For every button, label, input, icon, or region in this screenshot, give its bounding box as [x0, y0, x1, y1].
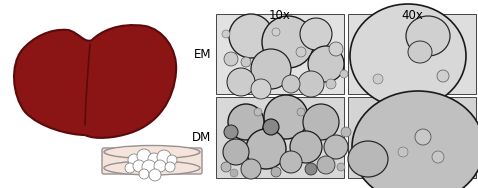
Circle shape	[142, 160, 156, 174]
Ellipse shape	[406, 16, 450, 56]
Circle shape	[128, 154, 140, 166]
Ellipse shape	[341, 127, 351, 137]
Ellipse shape	[317, 156, 335, 174]
Circle shape	[137, 149, 151, 163]
Text: 40x: 40x	[401, 9, 423, 22]
Ellipse shape	[305, 163, 317, 175]
FancyBboxPatch shape	[102, 148, 202, 174]
Ellipse shape	[324, 135, 348, 159]
Ellipse shape	[224, 125, 238, 139]
Ellipse shape	[241, 57, 251, 67]
PathPatch shape	[14, 25, 176, 138]
Ellipse shape	[104, 146, 200, 158]
Ellipse shape	[241, 159, 261, 179]
Ellipse shape	[251, 79, 271, 99]
Ellipse shape	[221, 162, 231, 172]
Ellipse shape	[300, 18, 332, 50]
Ellipse shape	[282, 75, 300, 93]
Ellipse shape	[222, 30, 230, 38]
Ellipse shape	[251, 49, 291, 89]
Circle shape	[154, 160, 166, 172]
Ellipse shape	[437, 70, 449, 82]
Ellipse shape	[298, 71, 324, 97]
Ellipse shape	[329, 42, 343, 56]
Ellipse shape	[280, 151, 302, 173]
Circle shape	[148, 153, 160, 165]
Ellipse shape	[350, 4, 466, 108]
Ellipse shape	[271, 167, 281, 177]
Ellipse shape	[290, 131, 322, 163]
Ellipse shape	[230, 169, 238, 177]
Ellipse shape	[246, 129, 286, 169]
Ellipse shape	[297, 108, 305, 116]
Text: 10x: 10x	[269, 9, 291, 22]
Ellipse shape	[224, 52, 238, 66]
Ellipse shape	[263, 119, 279, 135]
Text: DM: DM	[192, 131, 211, 144]
Ellipse shape	[303, 104, 339, 140]
Ellipse shape	[326, 79, 336, 89]
Ellipse shape	[348, 141, 388, 177]
Ellipse shape	[373, 74, 383, 84]
Ellipse shape	[229, 14, 273, 58]
Ellipse shape	[408, 41, 432, 63]
Circle shape	[157, 150, 171, 164]
Circle shape	[165, 162, 175, 172]
Ellipse shape	[352, 91, 478, 188]
Bar	[216, 97, 344, 178]
Ellipse shape	[308, 46, 344, 82]
Bar	[216, 14, 344, 94]
Ellipse shape	[104, 161, 200, 175]
Text: EM: EM	[194, 48, 211, 61]
Ellipse shape	[272, 28, 280, 36]
Circle shape	[125, 163, 135, 173]
Circle shape	[149, 169, 161, 181]
Ellipse shape	[227, 68, 255, 96]
Circle shape	[133, 160, 145, 172]
Ellipse shape	[262, 16, 314, 68]
Ellipse shape	[264, 95, 308, 139]
Ellipse shape	[254, 108, 262, 116]
Bar	[348, 14, 476, 94]
Ellipse shape	[228, 104, 264, 140]
Circle shape	[139, 169, 149, 179]
Ellipse shape	[107, 146, 197, 158]
Ellipse shape	[337, 163, 345, 171]
Ellipse shape	[223, 139, 249, 165]
Ellipse shape	[415, 129, 431, 145]
Ellipse shape	[398, 147, 408, 157]
Bar	[348, 97, 476, 178]
Ellipse shape	[340, 70, 348, 78]
Ellipse shape	[432, 151, 444, 163]
Circle shape	[167, 155, 177, 165]
Ellipse shape	[296, 47, 306, 57]
